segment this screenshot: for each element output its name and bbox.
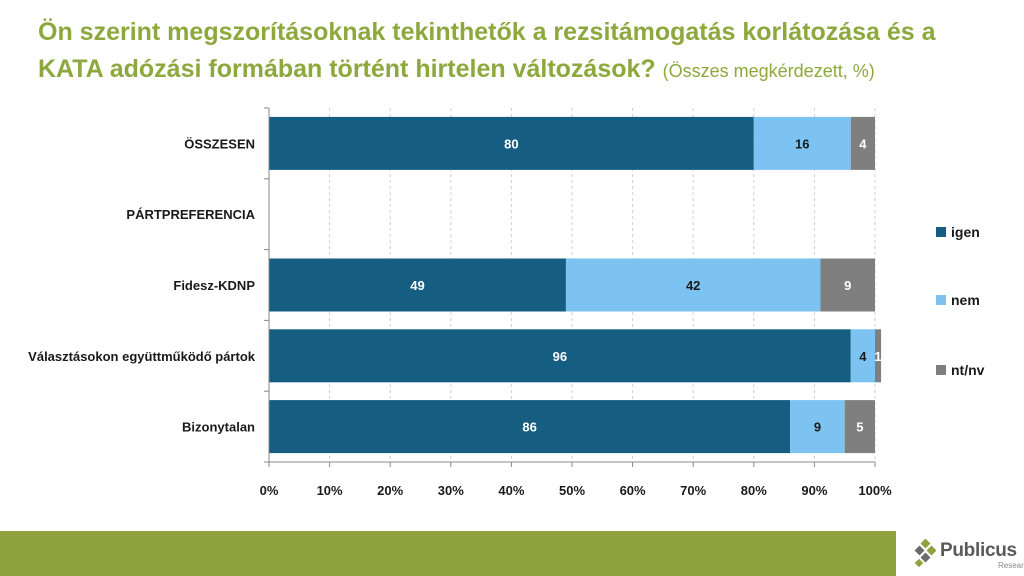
data-label: 42: [686, 278, 700, 293]
data-label: 80: [504, 136, 518, 151]
category-label: Fidesz-KDNP: [173, 278, 255, 293]
x-tick-label: 10%: [317, 483, 343, 498]
x-tick-label: 100%: [858, 483, 892, 498]
data-label: 86: [522, 420, 536, 435]
bar-igen: [269, 116, 754, 170]
brand-sub: Research: [998, 561, 1024, 570]
bar-nem: [565, 258, 821, 312]
legend-label: nt/nv: [951, 362, 985, 378]
bar-ntnv: [844, 400, 875, 454]
data-label: 5: [856, 420, 863, 435]
category-label: Bizonytalan: [182, 420, 255, 435]
x-tick-label: 80%: [741, 483, 767, 498]
bar-nem: [850, 329, 875, 383]
footer-bar: [0, 531, 896, 576]
x-tick-label: 60%: [620, 483, 646, 498]
legend-swatch: [936, 227, 946, 237]
bar-ntnv: [820, 258, 875, 312]
bar-ntnv: [875, 329, 882, 383]
bar-igen: [269, 329, 851, 383]
data-label: 9: [814, 420, 821, 435]
legend-swatch: [936, 295, 946, 305]
x-tick-label: 90%: [801, 483, 827, 498]
x-tick-label: 0%: [260, 483, 279, 498]
bar-nem: [790, 400, 845, 454]
x-tick-label: 50%: [559, 483, 585, 498]
brand-name: Publicus: [940, 540, 1017, 561]
data-label: 16: [795, 136, 809, 151]
x-tick-label: 30%: [438, 483, 464, 498]
bar-ntnv: [850, 116, 875, 170]
stacked-bar-chart: 0% 10% 20% 30% 40% 50% 60% 70% 80% 90% 100% ÖSSZES…: [28, 107, 985, 498]
data-label: 4: [859, 136, 867, 151]
legend-swatch: [936, 365, 946, 375]
data-label: 4: [859, 349, 867, 364]
category-label: ÖSSZESEN: [184, 136, 255, 151]
publicus-logo-icon: [914, 539, 937, 568]
x-tick-label: 40%: [498, 483, 524, 498]
x-tick-label: 20%: [377, 483, 403, 498]
chart-title-main: Ön szerint megszorításoknak tekinthetők …: [38, 18, 936, 83]
x-tick-label: 70%: [680, 483, 706, 498]
bar-igen: [269, 400, 791, 454]
bar-nem: [753, 116, 851, 170]
bar-igen: [269, 258, 566, 312]
data-label: 9: [844, 278, 851, 293]
data-label: 96: [553, 349, 567, 364]
legend-label: igen: [951, 224, 980, 240]
data-label: 1: [874, 349, 881, 364]
category-label: PÁRTPREFERENCIA: [126, 207, 255, 222]
chart-title: Ön szerint megszorításoknak tekinthetők …: [38, 14, 998, 90]
legend-label: nem: [951, 292, 980, 308]
chart-subtitle: (Összes megkérdezett, %): [662, 61, 875, 81]
category-label: Választásokon együttműködő pártok: [28, 349, 256, 364]
data-label: 49: [410, 278, 424, 293]
publicus-logo: Publicus Research: [914, 537, 1024, 573]
